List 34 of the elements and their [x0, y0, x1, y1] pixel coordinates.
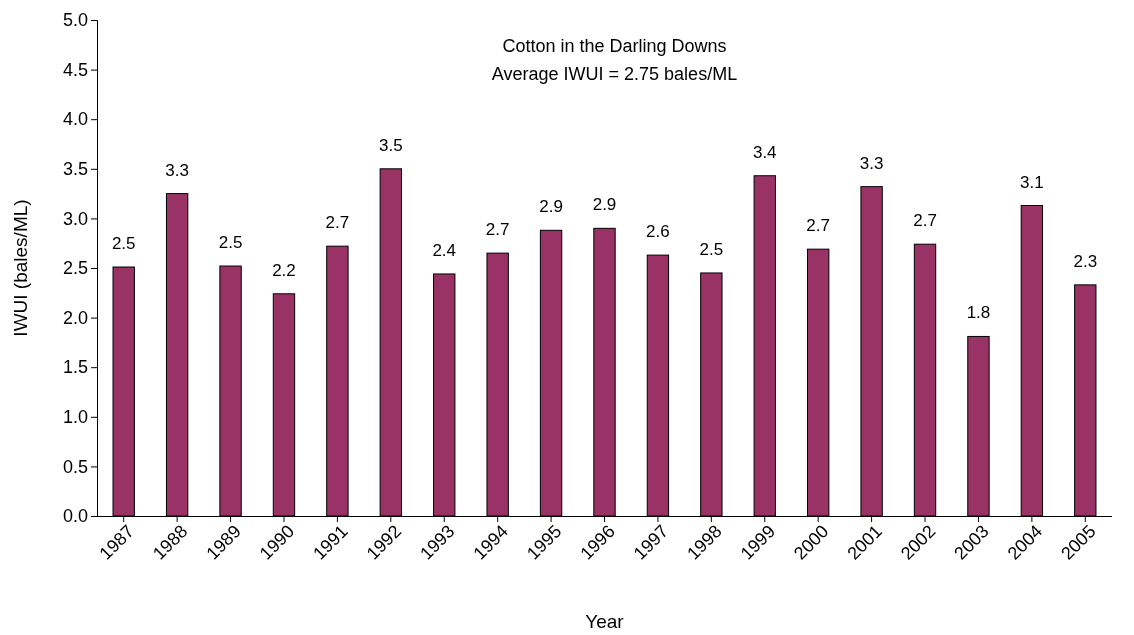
- data-label: 2.9: [539, 197, 563, 217]
- data-label: 2.5: [111, 234, 136, 254]
- data-label: 1.8: [966, 303, 991, 323]
- data-label: 2.4: [432, 240, 457, 260]
- data-label: 2.7: [485, 220, 510, 240]
- y-tick-label: 3.5: [62, 159, 88, 180]
- y-tick-label: 1.0: [62, 407, 88, 428]
- data-label: 2.9: [592, 195, 617, 215]
- y-tick-label: 1.5: [62, 357, 88, 378]
- data-label: 2.5: [218, 233, 243, 253]
- data-label: 3.4: [752, 142, 777, 162]
- y-axis-title: IWUI (bales/ML): [10, 199, 31, 337]
- y-tick-label: 0.5: [62, 456, 88, 477]
- data-label: 2.5: [699, 239, 724, 259]
- data-label: 2.3: [1073, 251, 1098, 271]
- y-tick-label: 5.0: [62, 10, 88, 31]
- y-tick-label: 4.0: [62, 109, 88, 130]
- y-tick-label: 2.0: [62, 307, 88, 328]
- y-tick-label: 3.0: [62, 208, 88, 229]
- text: Cotton in the Darling Downs: [502, 36, 727, 56]
- y-tick-label: 2.5: [62, 258, 88, 279]
- data-label: 3.1: [1020, 172, 1044, 192]
- y-tick-label: 4.5: [62, 59, 88, 80]
- data-label: 3.3: [165, 160, 189, 180]
- data-label: 2.7: [806, 216, 830, 236]
- x-axis-title: Year: [585, 611, 625, 632]
- data-label: 3.3: [859, 153, 884, 173]
- data-label: 2.6: [646, 222, 670, 242]
- text: Average IWUI = 2.75 bales/ML: [491, 64, 738, 84]
- data-label: 2.7: [913, 211, 937, 231]
- data-label: 2.7: [325, 213, 350, 233]
- data-label: 2.2: [272, 260, 296, 280]
- data-label: 3.5: [379, 135, 403, 155]
- y-tick-label: 0.0: [62, 506, 88, 527]
